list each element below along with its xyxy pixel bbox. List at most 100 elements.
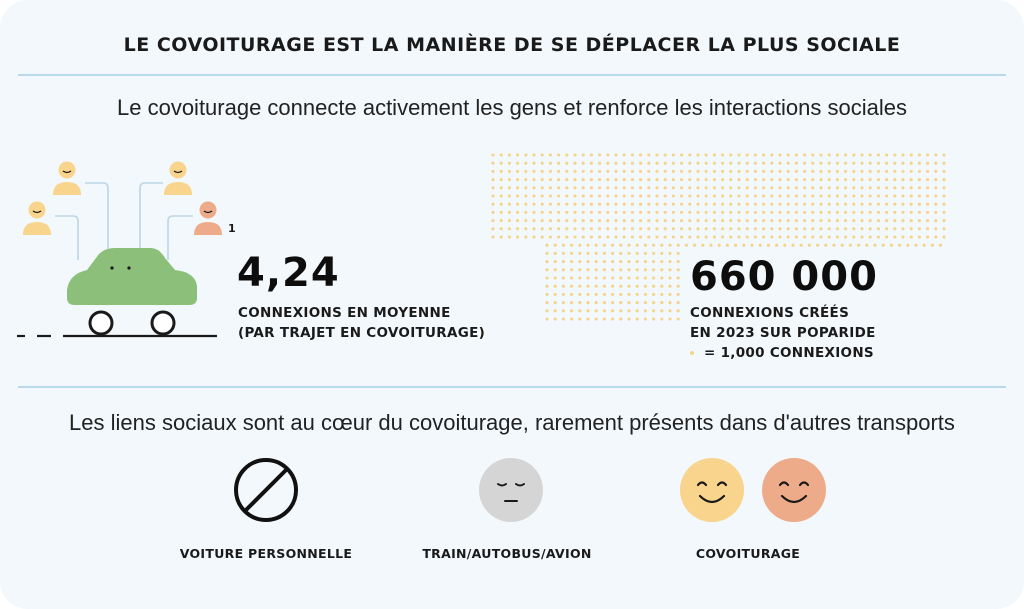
connection-dot: [619, 301, 623, 305]
connection-dot: [507, 178, 511, 182]
connection-dot: [507, 202, 511, 206]
connection-dot: [934, 153, 938, 157]
connection-dot: [663, 178, 667, 182]
connection-dot: [926, 235, 930, 239]
connection-dot: [668, 251, 672, 255]
connection-dot: [573, 161, 577, 165]
connection-dot: [819, 210, 823, 214]
connection-dot: [655, 227, 659, 231]
person-icon-2: [23, 201, 51, 235]
connection-dot: [942, 153, 946, 157]
connection-dot: [917, 194, 921, 198]
connection-dot: [660, 292, 664, 296]
connection-dot: [540, 178, 544, 182]
connection-dot: [762, 169, 766, 173]
connection-dot: [885, 235, 889, 239]
connection-dot: [499, 210, 503, 214]
connection-dot: [766, 243, 770, 247]
connection-dot: [622, 202, 626, 206]
connection-dot: [532, 235, 536, 239]
connection-dot: [545, 243, 549, 247]
connection-dot: [745, 178, 749, 182]
connection-dot: [524, 178, 528, 182]
connection-dot: [652, 301, 656, 305]
connection-dot: [548, 202, 552, 206]
connection-dot: [499, 186, 503, 190]
connection-dot: [676, 284, 680, 288]
connection-dot: [598, 169, 602, 173]
connection-dot: [524, 161, 528, 165]
connection-dot: [721, 219, 725, 223]
connection-dot: [688, 227, 692, 231]
connection-dot: [942, 219, 946, 223]
connection-dot: [516, 161, 520, 165]
connection-dot: [827, 169, 831, 173]
connection-dot: [589, 202, 593, 206]
connection-dot: [709, 243, 713, 247]
connection-dot: [660, 317, 664, 321]
connection-dot: [499, 178, 503, 182]
connection-dot: [655, 178, 659, 182]
connection-dot: [647, 202, 651, 206]
connection-dot: [852, 235, 856, 239]
connection-dot: [491, 202, 495, 206]
connection-dot: [753, 210, 757, 214]
connection-dot: [934, 169, 938, 173]
connection-dot: [778, 169, 782, 173]
connection-dot: [553, 243, 557, 247]
connection-dot: [934, 161, 938, 165]
connection-dot: [704, 186, 708, 190]
connection-dot: [668, 309, 672, 313]
connection-dot: [561, 301, 565, 305]
connection-dot: [712, 210, 716, 214]
connection-dot: [803, 178, 807, 182]
connection-dot: [881, 243, 885, 247]
connection-dot: [791, 243, 795, 247]
connection-dot: [688, 194, 692, 198]
connection-dot: [926, 161, 930, 165]
connection-dot: [545, 268, 549, 272]
connection-dot: [803, 161, 807, 165]
connection-dot: [885, 186, 889, 190]
connection-dot: [540, 194, 544, 198]
connection-dot: [619, 284, 623, 288]
happy-face-yellow-icon: [680, 458, 744, 522]
connection-dot: [516, 178, 520, 182]
connection-dot: [663, 235, 667, 239]
connection-dot: [778, 153, 782, 157]
connection-dot: [676, 317, 680, 321]
connection-dot: [671, 210, 675, 214]
connection-dot: [745, 202, 749, 206]
connection-dot: [803, 219, 807, 223]
connection-dot: [832, 243, 836, 247]
connection-dot: [570, 268, 574, 272]
connection-dot: [545, 317, 549, 321]
connection-dot: [668, 268, 672, 272]
connection-dot: [614, 169, 618, 173]
connection-dot: [676, 260, 680, 264]
connection-dot: [898, 243, 902, 247]
connection-dot: [627, 260, 631, 264]
connection-dot: [647, 186, 651, 190]
connection-dot: [540, 227, 544, 231]
connection-dot: [701, 243, 705, 247]
connection-dot: [688, 178, 692, 182]
connection-dot: [827, 227, 831, 231]
connection-dot: [586, 260, 590, 264]
connection-dot: [893, 227, 897, 231]
connection-dot: [737, 227, 741, 231]
connection-dot: [614, 186, 618, 190]
connection-dot: [635, 301, 639, 305]
divider-middle: [18, 386, 1006, 388]
connection-dot: [729, 210, 733, 214]
connection-dot: [611, 292, 615, 296]
connection-dot: [671, 194, 675, 198]
connection-dot: [852, 227, 856, 231]
connection-dot: [660, 309, 664, 313]
connection-dot: [553, 292, 557, 296]
connection-dot: [816, 243, 820, 247]
connection-dot: [630, 186, 634, 190]
connection-dot: [753, 227, 757, 231]
connection-dot: [729, 227, 733, 231]
connection-dot: [868, 178, 872, 182]
